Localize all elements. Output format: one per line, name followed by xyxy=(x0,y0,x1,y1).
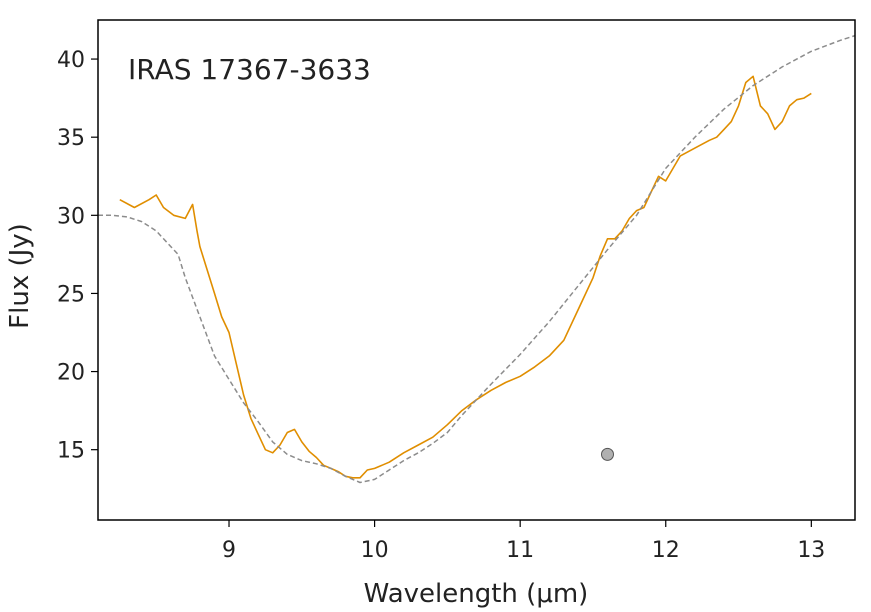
data-point-marker xyxy=(601,447,614,461)
tick-marks: 9 10 11 12 13 15 20 25 30 35 40 xyxy=(57,48,825,563)
x-axis-label: Wavelength (μm) xyxy=(364,579,589,609)
y-tick-label: 35 xyxy=(57,126,85,151)
plot-area xyxy=(98,34,856,484)
y-tick-label: 15 xyxy=(57,439,85,464)
y-tick-label: 25 xyxy=(57,282,85,307)
spectrum-line xyxy=(119,75,812,479)
y-tick-label: 30 xyxy=(57,204,85,229)
x-tick-label: 13 xyxy=(797,538,825,563)
y-axis-label: Flux (Jy) xyxy=(5,223,35,329)
x-tick-label: 12 xyxy=(652,538,680,563)
x-tick-label: 11 xyxy=(506,538,534,563)
axes-border xyxy=(97,19,856,521)
model-curve xyxy=(98,34,856,484)
x-tick-label: 9 xyxy=(222,538,236,563)
x-tick-label: 10 xyxy=(361,538,389,563)
axes-frame xyxy=(97,19,856,521)
y-tick-label: 20 xyxy=(57,361,85,386)
annotation-label: IRAS 17367-3633 xyxy=(128,53,371,86)
y-tick-label: 40 xyxy=(57,48,85,73)
